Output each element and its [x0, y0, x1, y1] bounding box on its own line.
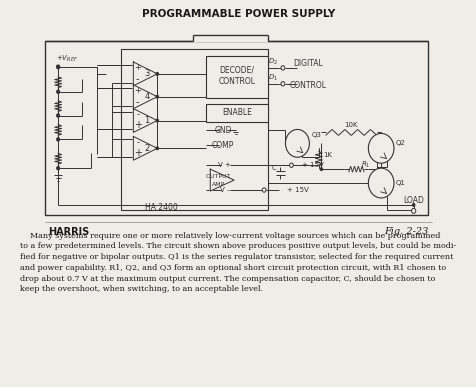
Text: 2: 2 — [144, 144, 149, 153]
Text: -: - — [136, 97, 139, 107]
Circle shape — [280, 82, 284, 86]
Circle shape — [56, 65, 60, 69]
Text: PROGRAMMABLE POWER SUPPLY: PROGRAMMABLE POWER SUPPLY — [141, 9, 334, 19]
Polygon shape — [133, 62, 157, 86]
Text: +: + — [134, 86, 141, 95]
Text: -: - — [136, 138, 139, 147]
Circle shape — [367, 134, 393, 163]
Text: C: C — [271, 165, 276, 171]
Polygon shape — [133, 136, 157, 160]
Text: $R_1$: $R_1$ — [361, 160, 370, 170]
Circle shape — [367, 168, 393, 198]
Circle shape — [156, 72, 158, 75]
Text: Many systems require one or more relatively low-current voltage sources which ca: Many systems require one or more relativ… — [20, 232, 456, 293]
Circle shape — [156, 119, 158, 122]
Text: HARRIS: HARRIS — [48, 227, 89, 237]
Bar — [206, 104, 267, 122]
Text: -: - — [136, 110, 139, 119]
Text: +: + — [134, 63, 141, 72]
Text: CONTROL: CONTROL — [289, 81, 327, 90]
Text: 4: 4 — [144, 92, 149, 101]
Polygon shape — [133, 85, 157, 109]
Text: LOAD: LOAD — [402, 196, 423, 205]
Text: -: - — [136, 74, 139, 84]
Circle shape — [262, 188, 266, 192]
Text: +: + — [133, 120, 141, 130]
Text: Q3: Q3 — [311, 132, 321, 139]
Text: 1: 1 — [144, 116, 149, 125]
Text: V +: V + — [218, 162, 231, 168]
Bar — [206, 56, 267, 98]
Circle shape — [411, 208, 415, 213]
Text: DIGITAL: DIGITAL — [293, 60, 323, 68]
Text: CONTROL: CONTROL — [218, 77, 255, 86]
Circle shape — [412, 204, 414, 206]
Text: OUTPUT: OUTPUT — [206, 174, 231, 179]
Circle shape — [156, 147, 158, 150]
Circle shape — [57, 114, 60, 117]
Text: COMP: COMP — [211, 141, 234, 150]
Text: $+ V_{REF}$: $+ V_{REF}$ — [56, 54, 78, 64]
Text: 10K: 10K — [344, 122, 357, 128]
Text: GND: GND — [214, 126, 231, 135]
Text: 3: 3 — [144, 69, 149, 78]
Bar — [120, 49, 267, 210]
Text: ENABLE: ENABLE — [221, 108, 251, 117]
Circle shape — [57, 138, 60, 141]
Circle shape — [57, 90, 60, 94]
Circle shape — [156, 95, 158, 98]
Circle shape — [319, 168, 322, 171]
Text: + 15V: + 15V — [301, 162, 323, 168]
Circle shape — [57, 65, 60, 68]
Text: DECODE/: DECODE/ — [219, 65, 254, 74]
Text: AMP: AMP — [212, 182, 225, 187]
Circle shape — [57, 166, 60, 170]
Circle shape — [280, 66, 284, 70]
Text: Q1: Q1 — [395, 180, 405, 186]
Text: HA 2400: HA 2400 — [145, 204, 178, 212]
Bar — [193, 35, 267, 42]
Bar — [45, 41, 427, 215]
Text: V –: V – — [219, 187, 229, 193]
Text: Fig. 2-23: Fig. 2-23 — [383, 227, 427, 236]
Text: + 15V: + 15V — [287, 187, 308, 193]
Circle shape — [285, 130, 309, 157]
Text: +: + — [133, 148, 141, 158]
Polygon shape — [210, 169, 234, 191]
Polygon shape — [133, 109, 157, 132]
Text: Q2: Q2 — [395, 140, 405, 146]
Circle shape — [289, 163, 293, 168]
Text: 1K: 1K — [322, 152, 331, 158]
Text: $D_2$: $D_2$ — [268, 57, 278, 67]
Text: $D_1$: $D_1$ — [268, 73, 278, 83]
